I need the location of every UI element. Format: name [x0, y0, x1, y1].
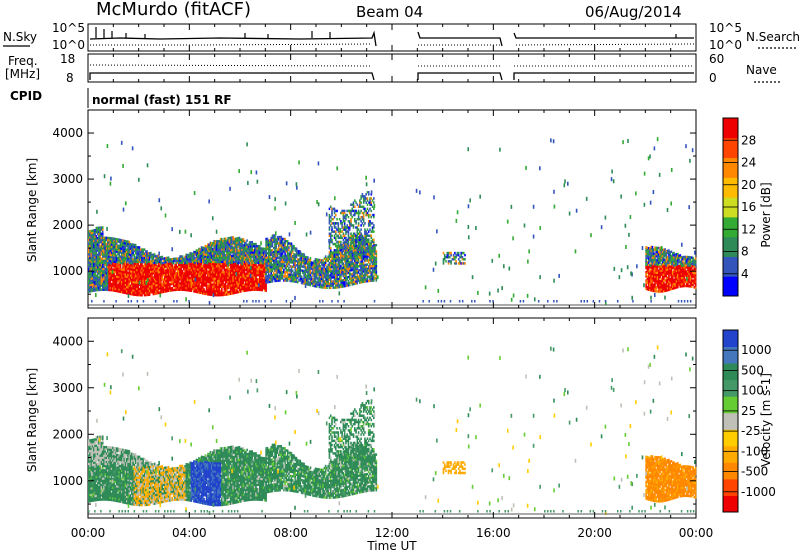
power-cell — [296, 247, 298, 249]
power-cell — [330, 247, 332, 249]
nave-trace — [90, 65, 372, 66]
nsky-label: N.Sky — [3, 30, 37, 44]
power-cell — [348, 216, 350, 218]
cpid-label: CPID — [10, 89, 42, 103]
power-cell — [284, 238, 286, 240]
power-cell — [336, 218, 338, 220]
power-cell — [300, 250, 302, 252]
power-cell — [353, 224, 355, 226]
nave-tick-top: 60 — [709, 52, 724, 66]
nsky-trace-2 — [418, 32, 502, 46]
power-cell — [259, 245, 261, 247]
power-cell — [331, 226, 333, 228]
power-cell — [135, 244, 137, 246]
power-cell — [325, 255, 327, 257]
power-cell — [349, 249, 351, 251]
freq-tick-top: 18 — [60, 52, 75, 66]
power-cell — [331, 239, 333, 241]
nsearch-tick-top: 10^5 — [709, 21, 742, 35]
beam-label: Beam 04 — [356, 3, 423, 21]
nave-label: Nave — [746, 63, 777, 77]
power-cell — [307, 256, 309, 258]
power-cell — [139, 246, 141, 248]
power-cell — [293, 245, 295, 247]
power-cell — [292, 270, 294, 272]
nsky-trace-3 — [514, 33, 694, 38]
freq-trace-2 — [418, 73, 502, 80]
power-cell — [336, 210, 338, 212]
freq-unit: [MHz] — [5, 67, 40, 81]
power-cell — [331, 255, 333, 257]
freq-label: Freq. — [8, 54, 38, 68]
nsky-tick-top: 10^5 — [52, 21, 85, 35]
power-cell — [203, 288, 205, 290]
date-label: 06/Aug/2014 — [585, 3, 682, 21]
nsky-tick-bottom: 10^0 — [52, 38, 85, 52]
power-cell — [355, 245, 357, 247]
nsearch-trace-3 — [516, 44, 694, 45]
nsearch-trace — [90, 44, 372, 45]
freq-tick-bottom: 8 — [66, 71, 74, 85]
power-cell — [340, 241, 342, 243]
power-cell — [345, 237, 347, 239]
power-cell — [331, 235, 333, 237]
power-cell — [376, 250, 378, 252]
power-cell — [102, 226, 104, 228]
power-cell — [350, 253, 352, 255]
power-cell — [287, 240, 289, 242]
power-cell — [301, 276, 303, 278]
nsky-strip: N.Sky 10^5 10^0 10^5 10^0 N.Search — [3, 21, 800, 52]
nsearch-label: N.Search — [746, 30, 800, 44]
power-cell — [338, 222, 340, 224]
power-cell — [291, 242, 293, 244]
freq-trace-3 — [514, 73, 694, 80]
power-cell — [345, 251, 347, 253]
nsky-spikes — [96, 27, 676, 38]
power-cell — [354, 206, 356, 208]
power-cell — [341, 251, 343, 253]
power-cell — [376, 244, 378, 246]
power-cell — [246, 239, 248, 241]
power-cell — [344, 210, 346, 212]
nsearch-tick-bottom: 10^0 — [709, 38, 742, 52]
freq-trace — [90, 73, 374, 80]
power-cell — [310, 257, 312, 259]
power-cell — [303, 253, 305, 255]
station-title: McMurdo (fitACF) — [96, 0, 251, 20]
power-cell — [129, 241, 131, 243]
power-panel — [88, 110, 696, 308]
power-cell — [345, 245, 347, 247]
power-cell — [335, 214, 337, 216]
power-cell — [348, 243, 350, 245]
cpid-value: normal (fast) 151 RF — [92, 93, 232, 107]
nave-tick-bottom: 0 — [709, 71, 717, 85]
power-cell — [182, 255, 184, 257]
